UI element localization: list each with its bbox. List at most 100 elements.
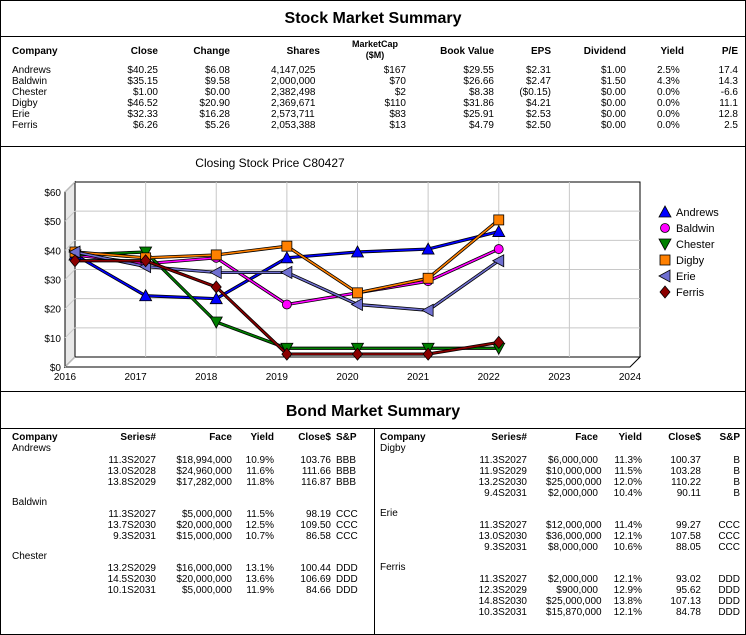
bond-cell-series: 11.3S2027 — [108, 455, 156, 466]
stock-cell-yield: 2.5% — [657, 65, 680, 76]
bond-cell-sp: CCC — [718, 520, 740, 531]
header-marketcap: MarketCap — [351, 39, 398, 49]
data-point — [493, 244, 504, 254]
bond-cell-face: $20,000,000 — [176, 520, 232, 531]
bond-cell-face: $15,870,000 — [546, 607, 602, 618]
stock-row: Andrews $40.25 $6.08 4,147,025 $167 $29.55 $2.… — [0, 65, 746, 76]
chart-floor — [63, 356, 642, 368]
bond-cell-sp: B — [733, 466, 740, 477]
stock-cell-yield: 0.0% — [657, 98, 680, 109]
data-point — [493, 214, 505, 226]
bond-cell-close: 98.19 — [305, 509, 331, 520]
stock-cell-dividend: $1.50 — [600, 76, 626, 87]
x-tick-label: 2016 — [54, 372, 77, 383]
stock-cell-pe: 17.4 — [718, 65, 738, 76]
data-point — [422, 347, 434, 361]
bond-cell-sp: CCC — [336, 509, 358, 520]
stock-cell-company: Andrews — [12, 65, 51, 76]
y-tick-label: $30 — [44, 276, 61, 287]
bond-cell-sp: CCC — [336, 531, 358, 542]
bond-cell-close: 84.78 — [675, 607, 701, 618]
bond-company-name: Chester — [12, 551, 48, 562]
data-point — [281, 240, 293, 252]
stock-cell-shares: 2,053,388 — [271, 120, 316, 131]
stock-cell-marketcap: $2 — [394, 87, 406, 98]
stock-cell-eps: $2.47 — [525, 76, 551, 87]
bond-cell-series: 11.3S2027 — [479, 520, 527, 531]
bond-header-company: Company — [380, 432, 426, 443]
gridline-side — [64, 356, 76, 368]
stock-cell-dividend: $0.00 — [600, 98, 626, 109]
y-tick-label: $40 — [44, 246, 61, 257]
stock-cell-company: Chester — [12, 87, 48, 98]
bond-header-face: Face — [209, 432, 232, 443]
closing-stock-price-chart: Closing Stock Price C80427 $0 $10 $20 $30 $4… — [44, 156, 719, 383]
bond-cell-sp: BBB — [336, 455, 357, 466]
stock-cell-eps: ($0.15) — [519, 87, 551, 98]
bond-cell-yield: 12.1% — [613, 607, 642, 618]
bond-cell-sp: DDD — [718, 574, 740, 585]
bond-cell-close: 107.58 — [670, 531, 701, 542]
bond-cell-sp: DDD — [718, 607, 740, 618]
gridline-side — [64, 298, 76, 310]
bond-cell-yield: 11.5% — [614, 466, 642, 477]
bond-cell-close: 95.62 — [675, 585, 701, 596]
x-tick-label: 2020 — [336, 372, 359, 383]
bond-cell-yield: 10.9% — [245, 455, 274, 466]
bond-cell-series: 11.3S2027 — [479, 574, 527, 585]
stock-cell-change: $16.28 — [199, 109, 230, 120]
gridline-side — [64, 239, 76, 251]
stock-cell-company: Baldwin — [12, 76, 48, 87]
bond-cell-face: $25,000,000 — [546, 596, 602, 607]
bond-cell-sp: CCC — [718, 531, 740, 542]
bond-cell-close: 109.50 — [300, 520, 331, 531]
bond-cell-sp: BBB — [336, 477, 357, 488]
bond-cell-close: 84.66 — [305, 585, 331, 596]
bond-cell-close: 99.27 — [675, 520, 701, 531]
header-shares: Shares — [286, 46, 320, 57]
gridline-side — [64, 327, 76, 339]
bond-cell-face: $16,000,000 — [176, 563, 232, 574]
bond-cell-series: 9.4S2031 — [484, 488, 527, 499]
x-tick-label: 2019 — [266, 372, 289, 383]
data-point — [280, 265, 293, 280]
stock-cell-marketcap: $13 — [389, 120, 406, 131]
legend-label: Baldwin — [676, 223, 715, 235]
x-tick-label: 2018 — [195, 372, 218, 383]
legend-label: Chester — [676, 239, 715, 251]
bond-cell-series: 13.2S2030 — [478, 477, 527, 488]
stock-cell-marketcap: $167 — [383, 65, 406, 76]
bond-cell-face: $12,000,000 — [546, 520, 602, 531]
bond-company-name: Ferris — [380, 562, 406, 573]
bond-cell-sp: BBB — [336, 466, 357, 477]
stock-cell-shares: 4,147,025 — [271, 65, 316, 76]
bond-cell-yield: 13.8% — [613, 596, 642, 607]
stock-cell-shares: 2,573,711 — [271, 109, 315, 120]
stock-cell-pe: 12.8 — [718, 109, 738, 120]
stock-cell-close: $32.33 — [127, 109, 158, 120]
stock-cell-change: $20.90 — [199, 98, 230, 109]
bond-cell-yield: 10.7% — [245, 531, 274, 542]
stock-cell-company: Digby — [12, 98, 38, 109]
stock-cell-company: Ferris — [12, 120, 38, 131]
bond-header-sp: S&P — [719, 432, 740, 443]
bond-cell-series: 10.3S2031 — [478, 607, 527, 618]
data-point — [491, 254, 505, 268]
data-point — [492, 224, 506, 237]
gridline-side — [64, 269, 76, 280]
bond-cell-sp: DDD — [718, 585, 740, 596]
data-point — [352, 287, 363, 299]
bond-cell-sp: DDD — [336, 585, 358, 596]
data-point — [210, 280, 222, 294]
bond-cell-series: 13.7S2030 — [107, 520, 156, 531]
bond-cell-face: $5,000,000 — [181, 585, 232, 596]
bond-cell-series: 11.9S2029 — [479, 466, 527, 477]
bond-summary-title: Bond Market Summary — [285, 403, 461, 420]
bond-cell-yield: 12.5% — [245, 520, 274, 531]
legend-label: Ferris — [676, 287, 705, 299]
bond-company-name: Erie — [380, 508, 398, 519]
bond-cell-face: $2,000,000 — [547, 488, 598, 499]
header-marketcap-unit: ($M) — [365, 50, 385, 60]
bond-cell-close: 88.05 — [675, 542, 701, 553]
stock-cell-dividend: $0.00 — [600, 120, 626, 131]
